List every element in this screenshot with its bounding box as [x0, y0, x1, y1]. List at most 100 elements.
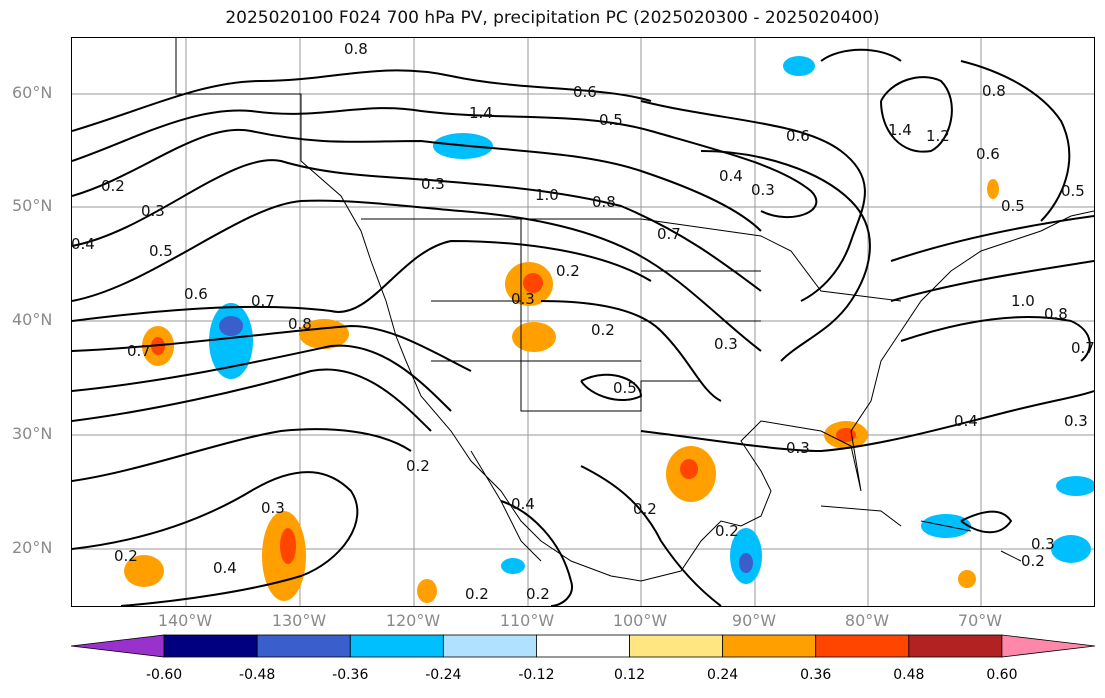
contour-label: 0.6	[573, 83, 597, 101]
colorbar-tick-label: 0.48	[893, 667, 925, 683]
contour-label: 0.2	[101, 177, 125, 195]
colorbar-tick-label: 0.60	[986, 667, 1018, 683]
contour-label: 1.4	[469, 104, 493, 122]
contour-label: 1.0	[1011, 292, 1035, 310]
colorbar-segment	[442, 634, 537, 658]
lat-label-50n: 50°N	[12, 196, 53, 215]
map-canvas: 0.8 1.4 0.6 0.5 1.4 1.2 0.8 0.2 0.3 0.4 …	[72, 38, 1094, 606]
colorbar-segment	[536, 634, 630, 658]
contour-label: 0.4	[954, 412, 978, 430]
colorbar-tick-label: 0.36	[800, 667, 832, 683]
contour-label: 1.4	[888, 121, 912, 139]
lon-label-140w: 140°W	[157, 611, 213, 630]
contour-label: 0.2	[526, 585, 550, 603]
colorbar-segment	[256, 634, 351, 658]
contour-label: 0.5	[613, 379, 637, 397]
precip-blob-subtropic-core	[280, 528, 296, 564]
contour-label: 0.2	[406, 457, 430, 475]
contour-label: 1.2	[926, 127, 950, 145]
contour-label: 0.3	[1031, 535, 1055, 553]
contour-label: 0.7	[251, 292, 275, 310]
contour-label: 0.3	[141, 202, 165, 220]
contour-label: 0.4	[72, 235, 95, 253]
colorbar-tick-label: -0.48	[239, 667, 276, 683]
colorbar	[70, 634, 1096, 658]
map-panel: 0.8 1.4 0.6 0.5 1.4 1.2 0.8 0.2 0.3 0.4 …	[71, 37, 1095, 607]
contour-label: 0.3	[1064, 412, 1088, 430]
precip-blob-hudson	[783, 56, 815, 76]
colorbar-tick-label: -0.12	[518, 667, 555, 683]
lon-label-130w: 130°W	[271, 611, 327, 630]
contour-label: 1.0	[535, 186, 559, 204]
colorbar-segment	[1001, 634, 1096, 658]
colorbar-tick-label: 0.24	[707, 667, 739, 683]
coastlines	[175, 38, 1094, 582]
colorbar-segment	[163, 634, 258, 658]
contour-label: 0.5	[599, 111, 623, 129]
precip-blob-labrador	[987, 179, 999, 199]
contour-label: 0.3	[751, 181, 775, 199]
contour-label: 0.3	[421, 175, 445, 193]
lon-label-90w: 90°W	[731, 611, 777, 630]
contour-label: 0.5	[149, 242, 173, 260]
contour-label: 0.4	[213, 559, 237, 577]
colorbar-segment	[722, 634, 817, 658]
precip-blob-colorado	[512, 322, 556, 352]
contour-label: 0.4	[511, 495, 535, 513]
contour-label: 0.8	[982, 82, 1006, 100]
contour-label: 0.5	[1001, 197, 1025, 215]
contour-label: 0.3	[261, 499, 285, 517]
lon-label-80w: 80°W	[844, 611, 890, 630]
contour-label: 0.6	[786, 127, 810, 145]
lat-label-30n: 30°N	[12, 424, 53, 443]
contour-label: 0.7	[1071, 339, 1094, 357]
colorbar-tick-label: 0.12	[613, 667, 646, 683]
contour-label: 0.8	[1044, 305, 1068, 323]
colorbar-segment	[815, 634, 910, 658]
precip-blob-mexico-s	[417, 579, 437, 603]
precip-blob-mexico-pac	[501, 558, 525, 574]
precip-blob-caribbean-e	[958, 570, 976, 588]
map-title: 2025020100 F024 700 hPa PV, precipitatio…	[225, 8, 880, 28]
precip-blob-wyoming-core	[523, 273, 543, 293]
precip-blob-atlantic-east	[1051, 535, 1091, 563]
contour-label: 0.2	[715, 522, 739, 540]
colorbar-tick-label: -0.60	[145, 667, 183, 683]
lon-label-100w: 100°W	[612, 611, 668, 630]
contour-label: 0.3	[714, 335, 738, 353]
contour-label: 0.6	[184, 285, 208, 303]
colorbar-segment	[349, 634, 444, 658]
lon-label-110w: 110°W	[499, 611, 555, 630]
contour-labels: 0.8 1.4 0.6 0.5 1.4 1.2 0.8 0.2 0.3 0.4 …	[72, 40, 1094, 603]
contour-label: 0.5	[1061, 182, 1085, 200]
contour-label: 0.2	[465, 585, 489, 603]
contour-label: 0.2	[1021, 552, 1045, 570]
contour-label: 0.2	[114, 547, 138, 565]
contour-label: 0.8	[288, 315, 312, 333]
colorbar-tick-label: -0.36	[332, 667, 369, 683]
contour-label: 0.4	[719, 167, 743, 185]
contour-label: 0.2	[556, 262, 580, 280]
colorbar-segment	[908, 634, 1003, 658]
precip-blob-gulf-west-core	[680, 459, 698, 479]
lat-label-40n: 40°N	[12, 310, 53, 329]
precip-blob-nw-pacific	[209, 303, 253, 379]
contour-label: 0.6	[976, 145, 1000, 163]
colorbar-tick-label: -0.24	[425, 667, 462, 683]
lat-label-20n: 20°N	[12, 538, 53, 557]
contour-label: 0.2	[591, 321, 615, 339]
pv-contours	[72, 48, 1094, 606]
precip-blob-west-pacific-core	[151, 337, 165, 355]
precip-blob-atlantic-ne	[1056, 476, 1094, 496]
colorbar-segment	[629, 634, 724, 658]
colorbar-segment	[70, 634, 165, 658]
contour-label: 0.7	[657, 225, 681, 243]
precipitation-shading	[124, 56, 1094, 603]
colorbar-segments	[70, 634, 1096, 658]
contour-label: 0.3	[786, 439, 810, 457]
precip-blob-yucatan-core	[739, 553, 753, 573]
lon-label-120w: 120°W	[385, 611, 441, 630]
contour-label: 0.2	[633, 500, 657, 518]
precip-blob-nw-pacific-core	[219, 316, 243, 336]
contour-label: 0.7	[127, 342, 151, 360]
